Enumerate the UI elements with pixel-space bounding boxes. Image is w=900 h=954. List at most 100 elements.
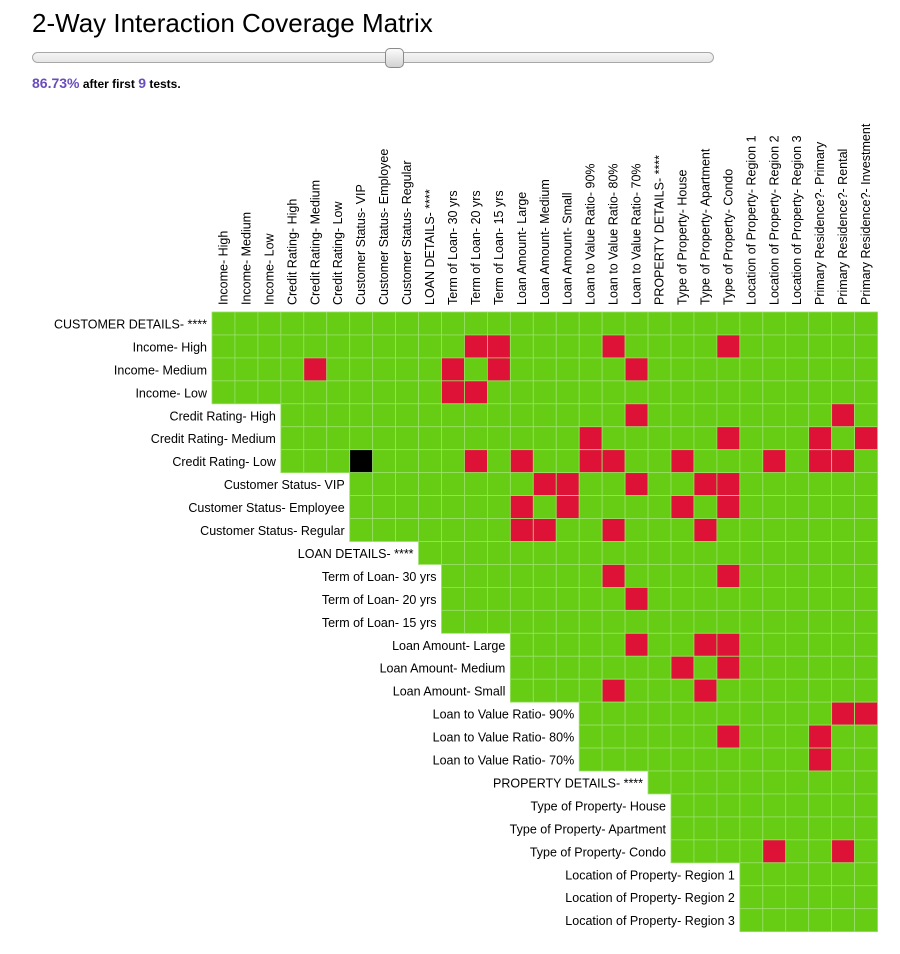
covered-cell bbox=[441, 449, 465, 474]
covered-cell bbox=[234, 380, 259, 405]
column-label: Type of Property- House bbox=[675, 169, 689, 305]
column-label: Loan Amount- Large bbox=[515, 192, 529, 305]
row-label: Loan Amount- Large bbox=[392, 639, 505, 653]
covered-cell bbox=[831, 655, 856, 680]
covered-cell bbox=[670, 609, 695, 634]
covered-cell bbox=[854, 793, 878, 818]
covered-cell bbox=[739, 747, 764, 772]
covered-cell bbox=[854, 472, 878, 496]
uncovered-cell bbox=[441, 380, 465, 405]
covered-cell bbox=[670, 793, 695, 818]
covered-cell bbox=[349, 426, 374, 451]
covered-cell bbox=[395, 334, 419, 359]
covered-cell bbox=[349, 311, 374, 336]
covered-cell bbox=[693, 449, 718, 474]
row-label: Term of Loan- 30 yrs bbox=[322, 570, 437, 584]
covered-cell bbox=[670, 357, 695, 382]
coverage-after-text: after first bbox=[82, 77, 135, 91]
test-count-slider-track[interactable] bbox=[32, 52, 714, 63]
uncovered-cell bbox=[716, 724, 741, 749]
row-label: Term of Loan- 15 yrs bbox=[322, 616, 437, 630]
covered-cell bbox=[808, 770, 833, 795]
column-label: Loan to Value Ratio- 90% bbox=[584, 163, 598, 305]
covered-cell bbox=[509, 632, 534, 657]
covered-cell bbox=[716, 518, 741, 542]
covered-cell bbox=[762, 334, 787, 359]
covered-cell bbox=[601, 357, 626, 382]
covered-cell bbox=[739, 449, 764, 474]
uncovered-cell bbox=[670, 449, 695, 474]
covered-cell bbox=[578, 334, 603, 359]
column-label: Type of Property- Apartment bbox=[698, 148, 712, 305]
covered-cell bbox=[854, 311, 878, 336]
covered-cell bbox=[486, 311, 511, 336]
covered-cell bbox=[395, 449, 419, 474]
covered-cell bbox=[670, 816, 695, 841]
covered-cell bbox=[716, 311, 741, 336]
covered-cell bbox=[831, 678, 856, 703]
covered-cell bbox=[532, 609, 557, 634]
covered-cell bbox=[624, 541, 649, 565]
covered-cell bbox=[372, 311, 396, 336]
covered-cell bbox=[716, 449, 741, 474]
covered-cell bbox=[739, 816, 764, 841]
covered-cell bbox=[395, 472, 419, 496]
covered-cell bbox=[464, 472, 488, 496]
covered-cell bbox=[349, 495, 374, 519]
covered-cell bbox=[670, 839, 695, 864]
covered-cell bbox=[418, 380, 442, 405]
covered-cell bbox=[808, 334, 833, 359]
covered-cell bbox=[578, 678, 603, 703]
uncovered-cell bbox=[601, 564, 626, 588]
covered-cell bbox=[578, 724, 603, 749]
covered-cell bbox=[578, 357, 603, 382]
uncovered-cell bbox=[464, 449, 488, 474]
covered-cell bbox=[578, 701, 603, 726]
covered-cell bbox=[762, 518, 787, 542]
covered-cell bbox=[624, 701, 649, 726]
uncovered-cell bbox=[716, 632, 741, 657]
covered-cell bbox=[555, 541, 580, 565]
covered-cell bbox=[326, 357, 351, 382]
covered-cell bbox=[280, 403, 305, 428]
uncovered-cell bbox=[716, 564, 741, 588]
test-count-slider-thumb[interactable] bbox=[385, 48, 404, 68]
covered-cell bbox=[762, 357, 787, 382]
covered-cell bbox=[854, 403, 878, 428]
covered-cell bbox=[647, 311, 672, 336]
covered-cell bbox=[739, 678, 764, 703]
uncovered-cell bbox=[486, 357, 511, 382]
covered-cell bbox=[257, 334, 282, 359]
covered-cell bbox=[716, 380, 741, 405]
covered-cell bbox=[739, 724, 764, 749]
covered-cell bbox=[578, 747, 603, 772]
covered-cell bbox=[372, 495, 396, 519]
covered-cell bbox=[303, 311, 328, 336]
covered-cell bbox=[739, 885, 764, 910]
column-label: Income- High bbox=[216, 231, 230, 305]
covered-cell bbox=[785, 564, 810, 588]
covered-cell bbox=[693, 839, 718, 864]
covered-cell bbox=[372, 357, 396, 382]
covered-cell bbox=[716, 839, 741, 864]
covered-cell bbox=[280, 357, 305, 382]
covered-cell bbox=[785, 839, 810, 864]
column-label: Term of Loan- 15 yrs bbox=[492, 190, 506, 305]
uncovered-cell bbox=[624, 403, 649, 428]
covered-cell bbox=[785, 816, 810, 841]
covered-cell bbox=[762, 816, 787, 841]
covered-cell bbox=[808, 839, 833, 864]
covered-cell bbox=[739, 518, 764, 542]
covered-cell bbox=[601, 472, 626, 496]
covered-cell bbox=[601, 632, 626, 657]
covered-cell bbox=[785, 518, 810, 542]
covered-cell bbox=[716, 403, 741, 428]
covered-cell bbox=[670, 747, 695, 772]
uncovered-cell bbox=[808, 724, 833, 749]
covered-cell bbox=[624, 564, 649, 588]
covered-cell bbox=[555, 426, 580, 451]
covered-cell bbox=[418, 495, 442, 519]
covered-cell bbox=[693, 311, 718, 336]
covered-cell bbox=[647, 609, 672, 634]
